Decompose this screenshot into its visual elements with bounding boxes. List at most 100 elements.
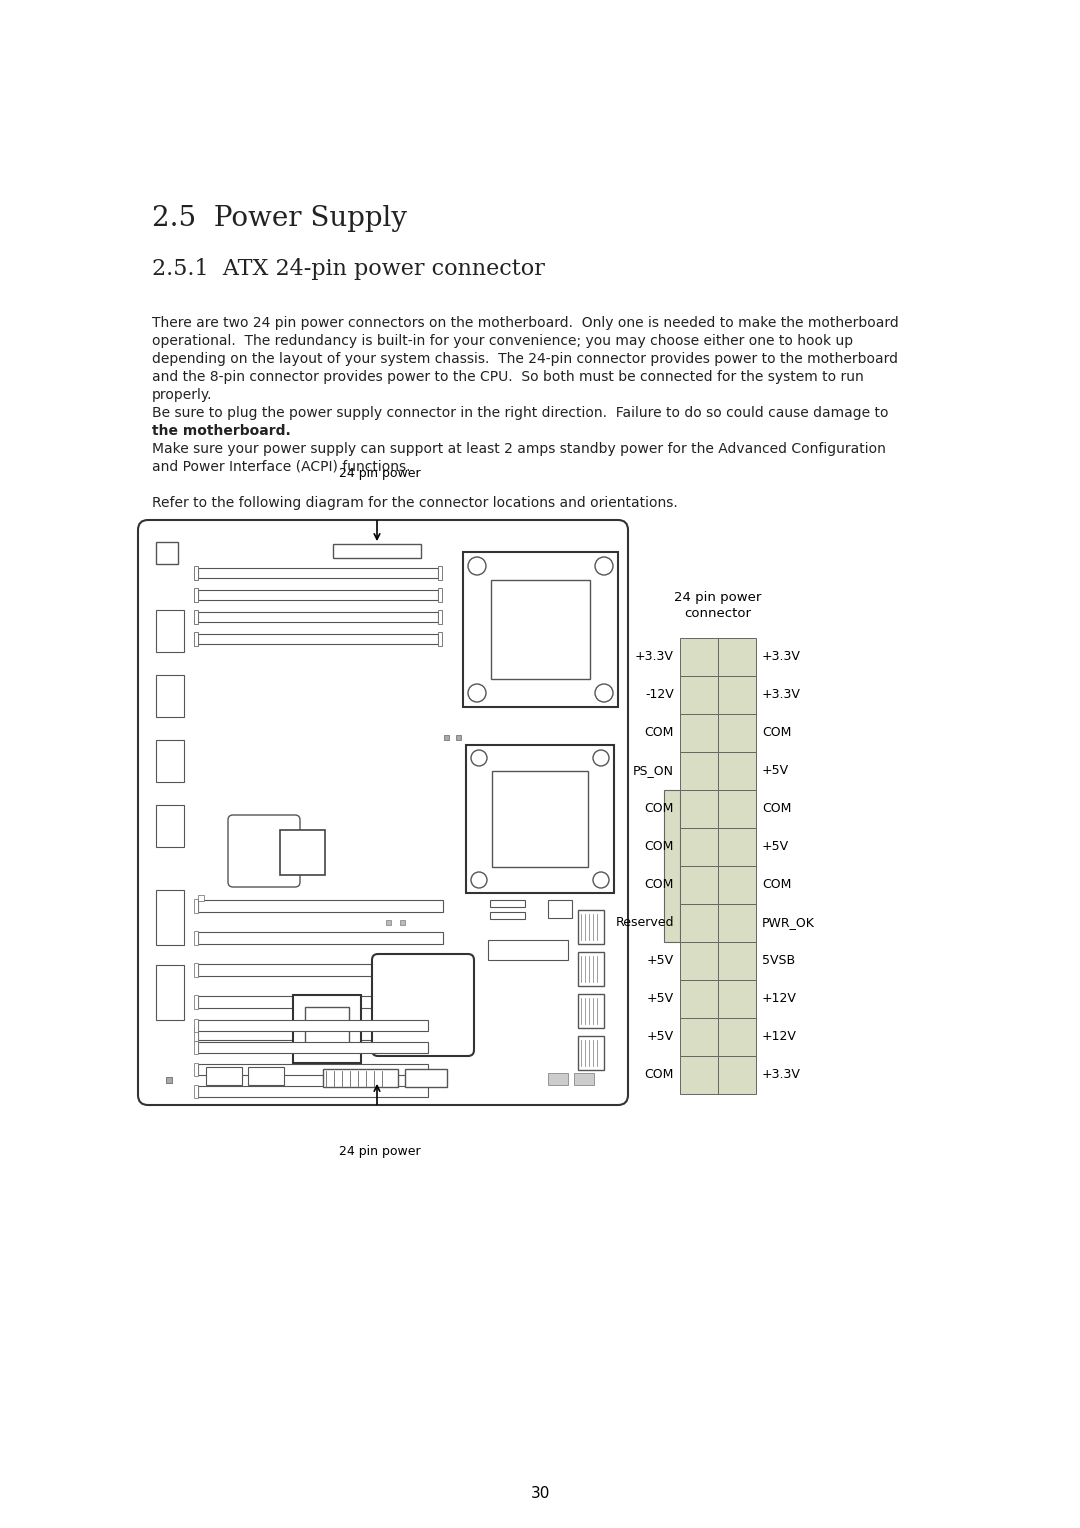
Text: PS_ON: PS_ON bbox=[633, 764, 674, 778]
Bar bbox=[198, 996, 443, 1008]
Bar bbox=[333, 544, 421, 558]
Bar bbox=[718, 941, 756, 979]
Bar bbox=[156, 966, 184, 1021]
Text: operational.  The redundancy is built-in for your convenience; you may choose ei: operational. The redundancy is built-in … bbox=[152, 335, 853, 348]
Text: depending on the layout of your system chassis.  The 24-pin connector provides p: depending on the layout of your system c… bbox=[152, 351, 897, 367]
Bar bbox=[680, 979, 718, 1018]
FancyBboxPatch shape bbox=[138, 520, 627, 1105]
Text: +3.3V: +3.3V bbox=[635, 651, 674, 663]
Text: +3.3V: +3.3V bbox=[762, 651, 801, 663]
Bar bbox=[156, 610, 184, 652]
Bar bbox=[578, 952, 604, 986]
Text: +5V: +5V bbox=[762, 840, 789, 854]
Bar bbox=[198, 895, 204, 902]
Bar bbox=[718, 714, 756, 752]
Bar bbox=[488, 940, 568, 960]
Text: and the 8-pin connector provides power to the CPU.  So both must be connected fo: and the 8-pin connector provides power t… bbox=[152, 370, 864, 384]
Bar bbox=[465, 746, 615, 892]
Text: +5V: +5V bbox=[647, 993, 674, 1005]
Bar bbox=[198, 590, 438, 601]
Text: +12V: +12V bbox=[762, 993, 797, 1005]
Text: COM: COM bbox=[762, 879, 792, 891]
Bar bbox=[680, 905, 718, 941]
Bar bbox=[198, 613, 438, 622]
Bar bbox=[438, 610, 442, 623]
Text: -12V: -12V bbox=[645, 689, 674, 701]
Circle shape bbox=[468, 558, 486, 575]
Bar bbox=[718, 752, 756, 790]
Bar bbox=[194, 963, 198, 976]
Bar bbox=[680, 790, 718, 828]
Bar bbox=[156, 805, 184, 847]
Text: PWR_OK: PWR_OK bbox=[762, 917, 815, 929]
Bar bbox=[293, 995, 361, 1063]
Bar bbox=[438, 633, 442, 646]
Bar bbox=[198, 1042, 428, 1053]
Text: COM: COM bbox=[645, 1068, 674, 1082]
Bar bbox=[198, 1086, 428, 1097]
Bar bbox=[490, 900, 525, 908]
Text: 30: 30 bbox=[530, 1487, 550, 1502]
Bar bbox=[548, 1073, 568, 1085]
Bar bbox=[305, 1007, 349, 1051]
Bar bbox=[491, 581, 590, 678]
Bar bbox=[718, 905, 756, 941]
Bar bbox=[198, 964, 443, 976]
Circle shape bbox=[595, 558, 613, 575]
Circle shape bbox=[595, 685, 613, 701]
Bar bbox=[194, 1041, 198, 1054]
Text: +5V: +5V bbox=[647, 955, 674, 967]
Text: Make sure your power supply can support at least 2 amps standby power for the Ad: Make sure your power supply can support … bbox=[152, 442, 886, 455]
Bar bbox=[718, 790, 756, 828]
Circle shape bbox=[471, 750, 487, 766]
Text: 2.5  Power Supply: 2.5 Power Supply bbox=[152, 205, 407, 232]
Bar bbox=[718, 866, 756, 905]
Bar bbox=[198, 900, 443, 912]
FancyBboxPatch shape bbox=[228, 814, 300, 886]
FancyBboxPatch shape bbox=[372, 953, 474, 1056]
Bar bbox=[156, 889, 184, 944]
Bar bbox=[166, 1077, 172, 1083]
Bar bbox=[578, 995, 604, 1028]
Bar bbox=[194, 633, 198, 646]
Text: properly.: properly. bbox=[152, 388, 213, 402]
Bar bbox=[578, 911, 604, 944]
Bar bbox=[680, 828, 718, 866]
Bar bbox=[194, 1085, 198, 1099]
Bar bbox=[323, 1070, 399, 1086]
Bar bbox=[194, 898, 198, 914]
Bar bbox=[198, 932, 443, 944]
Text: 2.5.1  ATX 24-pin power connector: 2.5.1 ATX 24-pin power connector bbox=[152, 258, 545, 280]
Circle shape bbox=[593, 750, 609, 766]
Bar bbox=[198, 634, 438, 643]
Text: +5V: +5V bbox=[647, 1030, 674, 1044]
Bar bbox=[718, 1056, 756, 1094]
Circle shape bbox=[468, 685, 486, 701]
Bar bbox=[194, 1063, 198, 1076]
Bar bbox=[194, 565, 198, 581]
Bar bbox=[156, 542, 178, 564]
Bar bbox=[198, 568, 438, 578]
Text: 24 pin power: 24 pin power bbox=[339, 468, 420, 480]
Bar bbox=[438, 588, 442, 602]
Bar bbox=[194, 588, 198, 602]
Bar bbox=[718, 979, 756, 1018]
Bar bbox=[718, 828, 756, 866]
Bar bbox=[156, 740, 184, 782]
Text: COM: COM bbox=[645, 802, 674, 816]
Text: the motherboard.: the motherboard. bbox=[152, 423, 291, 439]
Text: +5V: +5V bbox=[762, 764, 789, 778]
Bar bbox=[194, 931, 198, 944]
Bar bbox=[680, 1018, 718, 1056]
Bar bbox=[405, 1070, 447, 1086]
Text: 5VSB: 5VSB bbox=[762, 955, 795, 967]
Bar bbox=[198, 1021, 428, 1031]
Bar bbox=[680, 752, 718, 790]
Bar bbox=[578, 1036, 604, 1070]
Bar bbox=[386, 920, 391, 924]
Bar bbox=[548, 900, 572, 918]
Bar bbox=[456, 735, 461, 740]
Bar bbox=[680, 1056, 718, 1094]
Text: Reserved: Reserved bbox=[616, 917, 674, 929]
Text: +3.3V: +3.3V bbox=[762, 1068, 801, 1082]
